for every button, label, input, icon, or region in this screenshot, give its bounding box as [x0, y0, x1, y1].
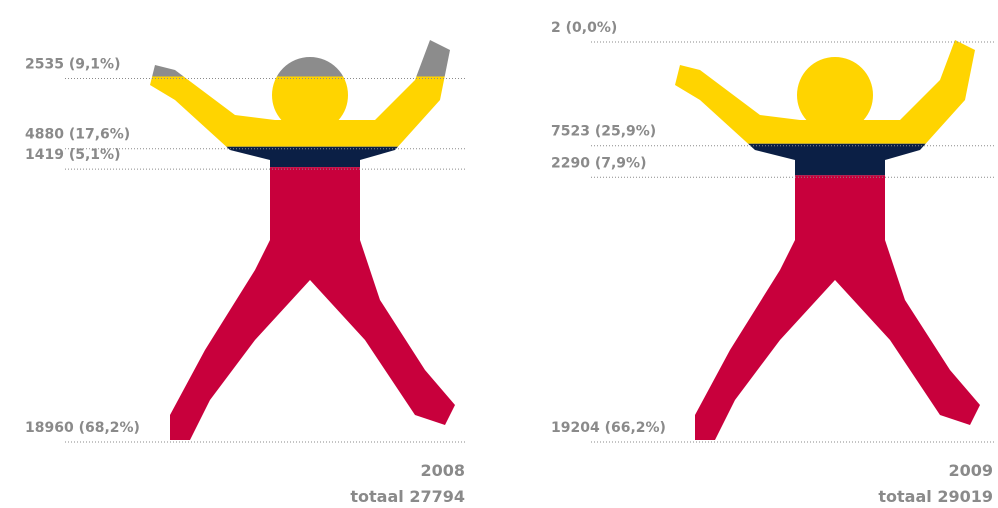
total-label: totaal 29019 [878, 487, 993, 506]
figure [660, 40, 998, 440]
chart: 2535 (9,1%) 4880 (17,6%) 1419 (5,1%) 18960 … [0, 0, 998, 508]
value-label: 7523 (25,9%) [551, 124, 656, 140]
segment [135, 40, 475, 76]
value-label: 19204 (66,2%) [551, 420, 666, 436]
value-label: 2290 (7,9%) [551, 155, 646, 171]
segment [660, 175, 998, 440]
pictogram [135, 40, 475, 440]
value-label: 1419 (5,1%) [25, 147, 120, 163]
pictogram [660, 40, 998, 440]
value-label: 2 (0,0%) [551, 20, 617, 36]
year-label: 2008 [420, 461, 465, 480]
segment [135, 147, 475, 167]
total-label: totaal 27794 [350, 487, 465, 506]
segment [135, 167, 475, 440]
value-label: 4880 (17,6%) [25, 127, 130, 143]
year-label: 2009 [948, 461, 993, 480]
segment [660, 40, 998, 144]
segment [135, 76, 475, 146]
figure [135, 40, 475, 440]
value-label: 18960 (68,2%) [25, 420, 140, 436]
segment [660, 144, 998, 176]
value-label: 2535 (9,1%) [25, 56, 120, 72]
